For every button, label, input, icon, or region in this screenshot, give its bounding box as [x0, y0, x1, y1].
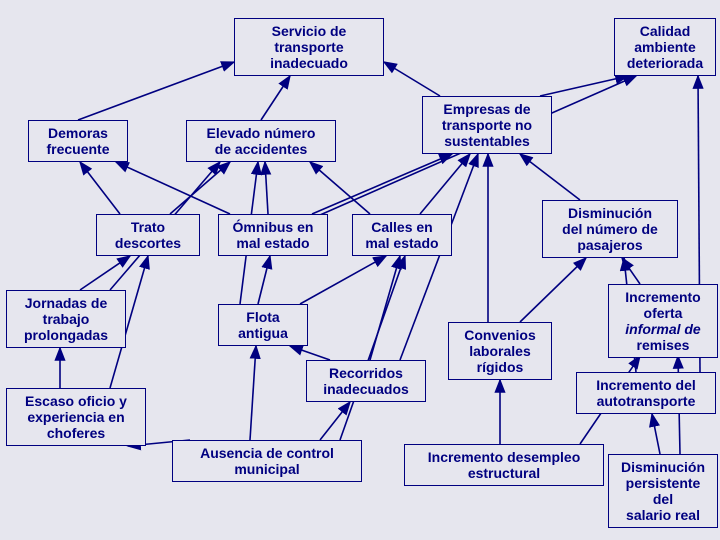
node-inc_oferta-line: informal de — [615, 321, 711, 337]
node-flota-line: Flota — [225, 309, 301, 325]
node-ausencia: Ausencia de controlmunicipal — [172, 440, 362, 482]
edge-demoras-to-servicio — [78, 62, 234, 120]
node-trato-line: descortes — [103, 235, 193, 251]
edge-ausencia-to-recorridos — [320, 402, 350, 440]
edge-flota-to-omnibus — [258, 256, 270, 304]
node-inc_auto: Incremento delautotransporte — [576, 372, 716, 414]
node-calidad-line: deteriorada — [621, 55, 709, 71]
node-escaso-line: Escaso oficio y — [13, 393, 139, 409]
node-recorridos-line: Recorridos — [313, 365, 419, 381]
node-jornadas: Jornadas detrabajoprolongadas — [6, 290, 126, 348]
node-servicio-line: Servicio de — [241, 23, 377, 39]
node-jornadas-line: Jornadas de — [13, 295, 119, 311]
node-trato: Tratodescortes — [96, 214, 200, 256]
edge-disminucion-to-empresas — [520, 154, 580, 200]
node-calidad-line: ambiente — [621, 39, 709, 55]
node-recorridos: Recorridosinadecuados — [306, 360, 426, 402]
node-disminucion: Disminucióndel número depasajeros — [542, 200, 678, 258]
edge-omnibus-to-empresas — [312, 154, 452, 214]
node-inc_auto-line: autotransporte — [583, 393, 709, 409]
node-recorridos-line: inadecuados — [313, 381, 419, 397]
node-calles: Calles enmal estado — [352, 214, 452, 256]
node-salario: Disminuciónpersistente delsalario real — [608, 454, 718, 528]
node-inc_oferta-line: oferta — [615, 305, 711, 321]
node-escaso: Escaso oficio yexperiencia enchoferes — [6, 388, 146, 446]
node-omnibus-line: mal estado — [225, 235, 321, 251]
node-empresas-line: sustentables — [429, 133, 545, 149]
node-convenios: Convenioslaboralesrígidos — [448, 322, 552, 380]
node-jornadas-line: trabajo — [13, 311, 119, 327]
edge-ausencia-to-flota — [250, 346, 256, 440]
node-ausencia-line: Ausencia de control — [179, 445, 355, 461]
edge-ausencia-to-calles — [340, 256, 405, 440]
node-disminucion-line: del número de — [549, 221, 671, 237]
node-escaso-line: experiencia en — [13, 409, 139, 425]
edge-trato-to-elevado — [170, 162, 230, 214]
edge-elevado-to-servicio — [261, 76, 290, 120]
edge-calles-to-empresas — [420, 154, 470, 214]
edge-convenios-to-disminucion — [520, 258, 586, 322]
node-desempleo-line: Incremento desempleo — [411, 449, 597, 465]
node-desempleo: Incremento desempleoestructural — [404, 444, 604, 486]
node-calles-line: Calles en — [359, 219, 445, 235]
node-flota: Flotaantigua — [218, 304, 308, 346]
node-convenios-line: rígidos — [455, 359, 545, 375]
edge-flota-to-calles — [300, 256, 386, 304]
node-empresas-line: Empresas de — [429, 101, 545, 117]
edge-salario-to-inc_auto — [652, 414, 660, 454]
node-convenios-line: laborales — [455, 343, 545, 359]
node-salario-line: salario real — [615, 507, 711, 523]
node-trato-line: Trato — [103, 219, 193, 235]
edge-recorridos-to-calles — [370, 256, 400, 360]
node-inc_auto-line: Incremento del — [583, 377, 709, 393]
node-jornadas-line: prolongadas — [13, 327, 119, 343]
node-desempleo-line: estructural — [411, 465, 597, 481]
node-ausencia-line: municipal — [179, 461, 355, 477]
node-elevado-line: de accidentes — [193, 141, 329, 157]
node-demoras: Demorasfrecuente — [28, 120, 128, 162]
node-elevado-line: Elevado número — [193, 125, 329, 141]
node-calles-line: mal estado — [359, 235, 445, 251]
node-calidad: Calidadambientedeteriorada — [614, 18, 716, 76]
node-demoras-line: Demoras — [35, 125, 121, 141]
node-servicio-line: transporte — [241, 39, 377, 55]
edge-omnibus-to-demoras — [116, 162, 230, 214]
node-inc_oferta-line: remises — [615, 337, 711, 353]
node-demoras-line: frecuente — [35, 141, 121, 157]
edge-empresas-to-servicio — [384, 62, 440, 96]
node-disminucion-line: Disminución — [549, 205, 671, 221]
node-disminucion-line: pasajeros — [549, 237, 671, 253]
node-escaso-line: choferes — [13, 425, 139, 441]
edge-inc_oferta-to-disminucion — [622, 258, 640, 284]
node-calidad-line: Calidad — [621, 23, 709, 39]
node-salario-line: persistente del — [615, 475, 711, 507]
node-empresas-line: transporte no — [429, 117, 545, 133]
edge-recorridos-to-flota — [290, 346, 330, 360]
edge-empresas-to-calidad — [540, 76, 628, 96]
node-servicio: Servicio detransporteinadecuado — [234, 18, 384, 76]
edge-calles-to-elevado — [310, 162, 370, 214]
node-omnibus: Ómnibus enmal estado — [218, 214, 328, 256]
node-empresas: Empresas detransporte nosustentables — [422, 96, 552, 154]
node-inc_oferta: Incrementoofertainformal deremises — [608, 284, 718, 358]
node-servicio-line: inadecuado — [241, 55, 377, 71]
edge-jornadas-to-trato — [80, 256, 130, 290]
edge-omnibus-to-elevado — [265, 162, 268, 214]
node-omnibus-line: Ómnibus en — [225, 219, 321, 235]
node-elevado: Elevado númerode accidentes — [186, 120, 336, 162]
edge-trato-to-demoras — [80, 162, 120, 214]
node-inc_oferta-line: Incremento — [615, 289, 711, 305]
node-flota-line: antigua — [225, 325, 301, 341]
node-salario-line: Disminución — [615, 459, 711, 475]
node-convenios-line: Convenios — [455, 327, 545, 343]
